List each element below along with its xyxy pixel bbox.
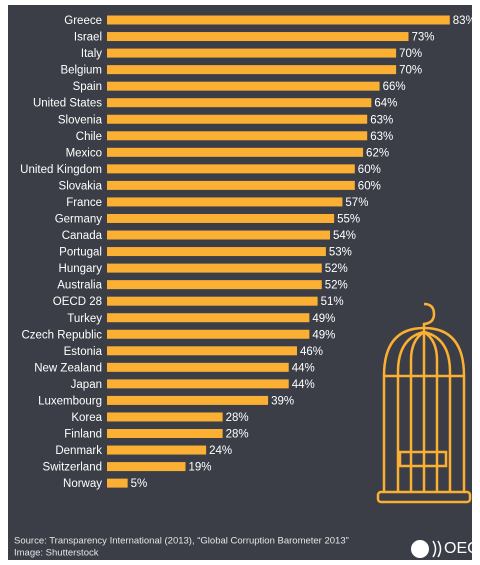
bar <box>107 263 322 273</box>
bar <box>107 65 397 75</box>
value-label: 70% <box>399 48 422 60</box>
bar <box>107 81 380 91</box>
logo-icon <box>411 540 442 558</box>
bar <box>107 98 372 108</box>
value-label: 73% <box>411 32 434 44</box>
category-label: Hungary <box>59 263 103 275</box>
category-label: Israel <box>74 32 102 44</box>
bar <box>107 478 128 488</box>
value-label: 19% <box>188 462 211 474</box>
category-label: New Zealand <box>34 362 102 374</box>
category-label: Finland <box>64 429 102 441</box>
source-note: Source: Transparency International (2013… <box>14 536 349 547</box>
bar <box>107 197 343 207</box>
bar <box>107 280 322 290</box>
logo: OECD <box>444 540 480 557</box>
image-credit: Image: Shutterstock <box>14 548 99 559</box>
value-label: 44% <box>292 379 315 391</box>
bar <box>107 379 289 389</box>
bar <box>107 362 289 372</box>
value-label: 63% <box>370 131 393 143</box>
value-label: 5% <box>131 478 148 490</box>
category-label: Estonia <box>64 346 103 358</box>
value-label: 55% <box>337 214 360 226</box>
value-label: 60% <box>358 164 381 176</box>
category-label: Slovakia <box>59 180 103 192</box>
category-label: United States <box>33 98 102 110</box>
bar <box>107 296 318 306</box>
value-label: 70% <box>399 65 422 77</box>
bar <box>107 114 368 124</box>
bar <box>107 48 397 58</box>
value-label: 46% <box>300 346 323 358</box>
bar <box>107 445 207 455</box>
category-label: Denmark <box>55 445 102 457</box>
bar <box>107 429 223 438</box>
bar <box>107 230 331 240</box>
value-label: 39% <box>271 395 294 407</box>
category-label: Korea <box>71 412 102 424</box>
value-label: 28% <box>226 412 249 424</box>
bar <box>107 164 355 174</box>
value-label: 49% <box>312 313 335 325</box>
category-label: France <box>66 197 102 209</box>
bar <box>107 329 310 339</box>
bar <box>107 180 355 190</box>
category-label: Germany <box>55 214 103 226</box>
value-label: 62% <box>366 147 389 159</box>
value-label: 57% <box>345 197 368 209</box>
bar <box>107 346 297 356</box>
category-label: Greece <box>64 15 102 27</box>
value-label: 53% <box>329 247 352 259</box>
bar <box>107 412 223 422</box>
category-label: United Kingdom <box>20 164 102 176</box>
cage-icon <box>376 302 472 504</box>
value-label: 51% <box>321 296 344 308</box>
category-label: Czech Republic <box>21 329 102 341</box>
bar <box>107 462 186 472</box>
category-label: Chile <box>76 131 102 143</box>
bar <box>107 147 364 157</box>
category-label: Italy <box>81 48 102 60</box>
value-label: 49% <box>312 329 335 341</box>
category-label: Japan <box>71 379 102 391</box>
value-label: 24% <box>209 445 232 457</box>
value-label: 66% <box>383 81 406 93</box>
category-label: Spain <box>73 81 102 93</box>
value-label: 63% <box>370 114 393 126</box>
category-label: Belgium <box>60 65 102 77</box>
category-label: Australia <box>57 280 102 292</box>
category-label: Mexico <box>66 147 102 159</box>
category-label: Canada <box>62 230 103 242</box>
category-label: OECD 28 <box>53 296 102 308</box>
category-label: Norway <box>63 478 102 490</box>
category-label: Switzerland <box>43 462 102 474</box>
value-label: 28% <box>226 429 249 441</box>
value-label: 60% <box>358 180 381 192</box>
value-label: 52% <box>325 280 348 292</box>
bar <box>107 15 450 25</box>
bar <box>107 395 269 405</box>
bar <box>107 313 310 323</box>
bar <box>107 247 326 257</box>
value-label: 64% <box>374 98 397 110</box>
value-label: 54% <box>333 230 356 242</box>
value-label: 52% <box>325 263 348 275</box>
value-label: 44% <box>292 362 315 374</box>
category-label: Turkey <box>67 313 102 325</box>
bar <box>107 32 409 42</box>
value-label: 83% <box>453 15 476 27</box>
category-label: Slovenia <box>58 114 103 126</box>
bar <box>107 131 368 141</box>
category-label: Luxembourg <box>38 395 102 407</box>
category-label: Portugal <box>59 247 102 259</box>
bar <box>107 213 335 223</box>
